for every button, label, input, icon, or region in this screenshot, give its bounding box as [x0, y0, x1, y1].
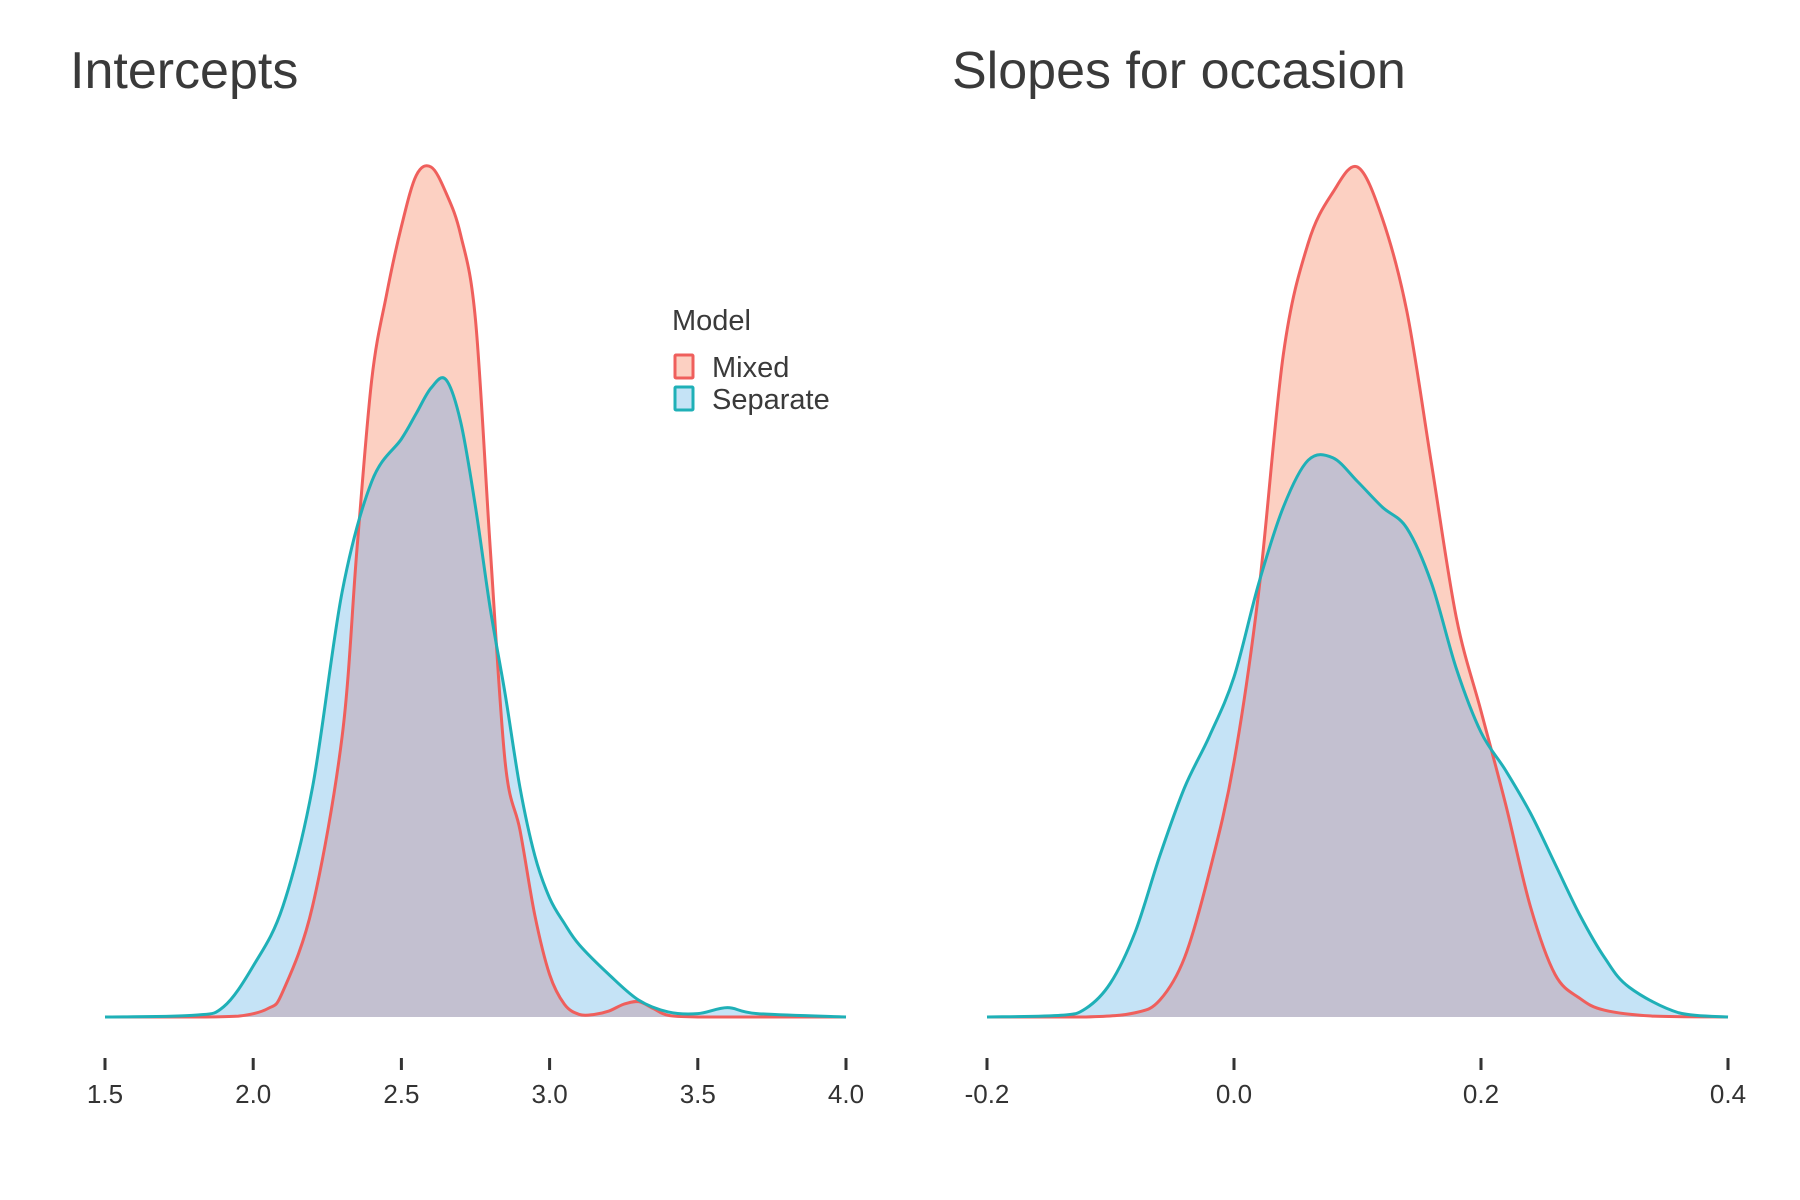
slopes-x-axis: -0.2 0.0 0.2 0.4 — [965, 1058, 1746, 1109]
legend-title: Model — [672, 305, 751, 337]
intercepts-x-tick-label: 1.5 — [87, 1079, 123, 1109]
legend: Model Mixed Separate — [672, 305, 830, 416]
slopes-x-tick-label: 0.4 — [1710, 1079, 1746, 1109]
intercepts-overlap-area — [105, 377, 846, 1017]
intercepts-x-tick-label: 2.5 — [383, 1079, 419, 1109]
legend-key-separate — [673, 385, 695, 412]
slopes-x-tick-label: 0.0 — [1216, 1079, 1252, 1109]
legend-label-separate: Separate — [712, 384, 830, 416]
intercepts-line-mixed — [104, 164, 846, 1019]
intercepts-x-tick-label: 2.0 — [235, 1079, 271, 1109]
slopes-panel: Slopes for occasion -0.2 0.0 0.2 0.4 — [952, 42, 1746, 1109]
slopes-x-tick-label: -0.2 — [965, 1079, 1010, 1109]
intercepts-x-tick-label: 4.0 — [828, 1079, 864, 1109]
intercepts-panel: Intercepts 1.5 2.0 2.5 3.0 3.5 4.0 — [70, 42, 864, 1109]
intercepts-density-areas — [104, 164, 847, 1019]
legend-label-mixed: Mixed — [712, 352, 789, 384]
intercepts-line-separate — [104, 376, 847, 1019]
slopes-density-areas — [986, 164, 1729, 1019]
intercepts-title: Intercepts — [70, 42, 298, 100]
slopes-line-separate — [986, 453, 1729, 1019]
slopes-title: Slopes for occasion — [952, 42, 1406, 100]
slopes-x-tick-label: 0.2 — [1463, 1079, 1499, 1109]
intercepts-x-tick-label: 3.0 — [532, 1079, 568, 1109]
intercepts-x-axis: 1.5 2.0 2.5 3.0 3.5 4.0 — [87, 1058, 864, 1109]
legend-key-mixed — [673, 353, 695, 380]
slopes-overlap-area — [987, 454, 1728, 1017]
intercepts-x-tick-label: 3.5 — [680, 1079, 716, 1109]
slopes-line-mixed — [986, 164, 1729, 1019]
